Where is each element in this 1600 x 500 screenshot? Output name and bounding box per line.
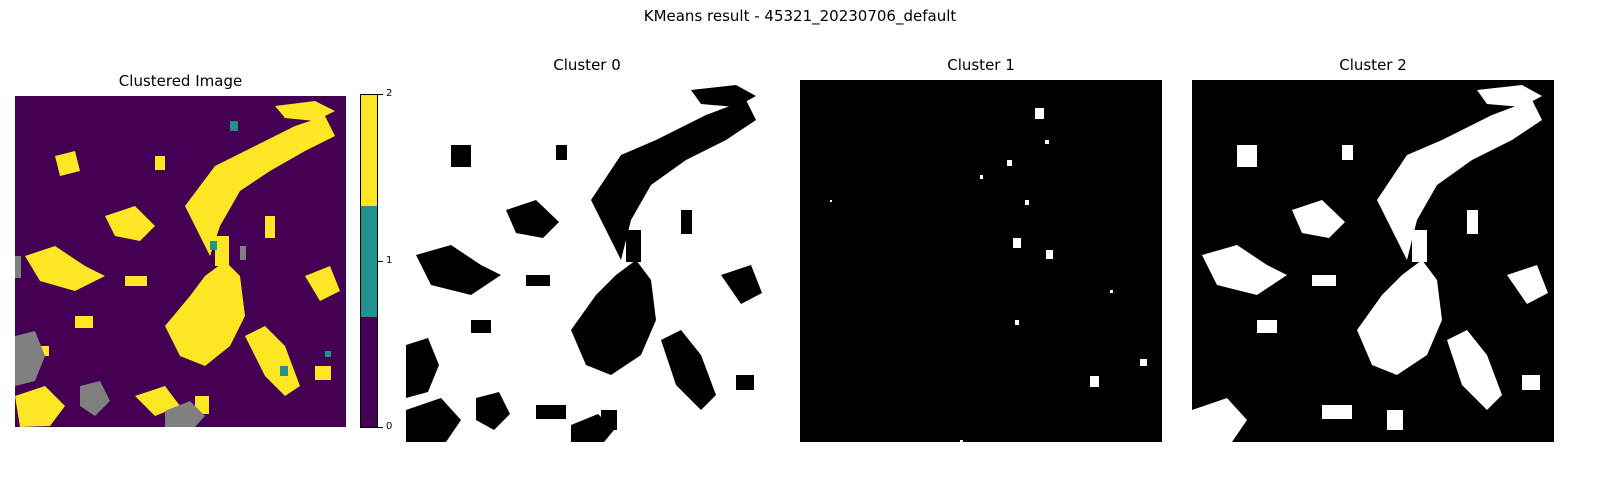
clustered-image: [15, 96, 346, 427]
colorbar-tick-2: 2: [386, 88, 393, 99]
cluster-2-title: Cluster 2: [1339, 56, 1407, 74]
colorbar: [360, 94, 378, 428]
cluster-0-title: Cluster 0: [553, 56, 621, 74]
clustered-image-title: Clustered Image: [118, 72, 243, 90]
cluster-1-title: Cluster 1: [947, 56, 1015, 74]
cluster-2-mask: [1192, 80, 1554, 442]
cluster-0-mask: [406, 80, 768, 442]
colorbar-tick-0: 0: [386, 421, 393, 432]
cluster-1-mask: [800, 80, 1162, 442]
colorbar-tick-1: 1: [386, 255, 393, 266]
figure-title: KMeans result - 45321_20230706_default: [643, 7, 957, 25]
